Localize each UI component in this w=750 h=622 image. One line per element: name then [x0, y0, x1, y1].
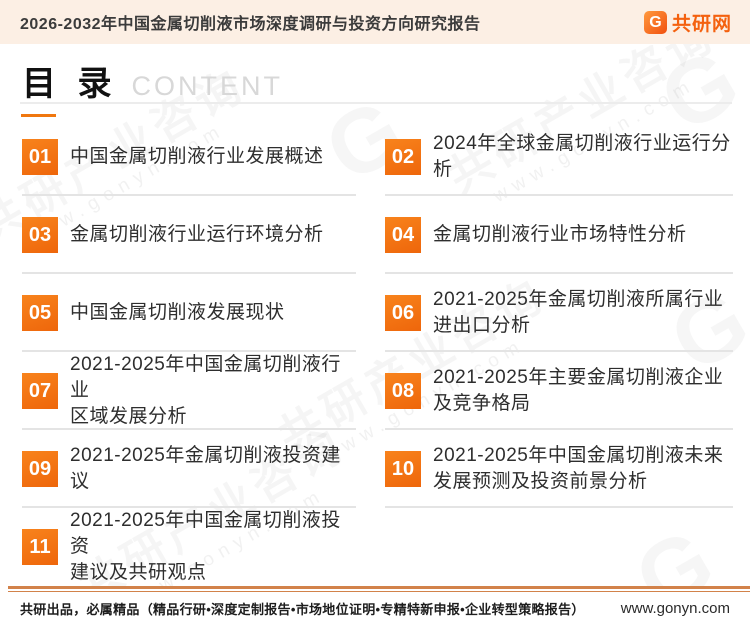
item-number-badge: 01: [22, 139, 58, 175]
toc-item-07[interactable]: 07 2021-2025年中国金属切削液行业 区域发展分析: [22, 352, 358, 430]
item-number-badge: 08: [385, 373, 421, 409]
toc-item-06[interactable]: 06 2021-2025年金属切削液所属行业 进出口分析: [385, 274, 735, 352]
toc-list: 01 中国金属切削液行业发展概述 02 2024年全球金属切削液行业运行分 析 …: [0, 118, 750, 586]
item-number-badge: 09: [22, 451, 58, 487]
item-number-badge: 02: [385, 139, 421, 175]
item-number-badge: 05: [22, 295, 58, 331]
item-label: 中国金属切削液行业发展概述: [70, 146, 324, 167]
item-label: 2021-2025年中国金属切削液未来 发展预测及投资前景分析: [433, 445, 724, 492]
item-label: 2021-2025年主要金属切削液企业 及竞争格局: [433, 367, 724, 414]
item-number-badge: 10: [385, 451, 421, 487]
footer-divider-thick: [8, 586, 750, 589]
gonyn-logo-text: 共研网: [671, 13, 732, 35]
heading-divider: [20, 102, 732, 104]
item-label: 2021-2025年金属切削液投资建议: [70, 445, 341, 492]
item-label: 中国金属切削液发展现状: [70, 302, 285, 323]
toc-item-10[interactable]: 10 2021-2025年中国金属切削液未来 发展预测及投资前景分析: [385, 430, 735, 508]
gonyn-logo[interactable]: G 共研网: [643, 9, 732, 36]
toc-item-03[interactable]: 03 金属切削液行业运行环境分析: [22, 196, 358, 274]
footer-divider-thin: [8, 591, 750, 592]
footer-website-url[interactable]: www.gonyn.com: [620, 600, 730, 617]
heading-accent-bar: [21, 114, 56, 117]
item-number-badge: 07: [22, 373, 58, 409]
item-label: 金属切削液行业市场特性分析: [433, 224, 687, 245]
page-footer: 共研出品，必属精品（精品行研•深度定制报告•市场地位证明•专精特新申报•企业转型…: [0, 586, 750, 622]
toc-item-04[interactable]: 04 金属切削液行业市场特性分析: [385, 196, 735, 274]
footer-slogan: 共研出品，必属精品（精品行研•深度定制报告•市场地位证明•专精特新申报•企业转型…: [20, 602, 585, 617]
toc-title-cn: 目 录: [22, 65, 118, 103]
gonyn-logo-icon: G: [643, 10, 667, 34]
item-number-badge: 03: [22, 217, 58, 253]
report-title: 2026-2032年中国金属切削液市场深度调研与投资方向研究报告: [20, 16, 481, 33]
toc-item-05[interactable]: 05 中国金属切削液发展现状: [22, 274, 358, 352]
toc-item-02[interactable]: 02 2024年全球金属切削液行业运行分 析: [385, 118, 735, 196]
item-number-badge: 04: [385, 217, 421, 253]
item-number-badge: 11: [22, 529, 58, 565]
toc-item-01[interactable]: 01 中国金属切削液行业发展概述: [22, 118, 358, 196]
item-label: 2021-2025年金属切削液所属行业 进出口分析: [433, 289, 724, 336]
item-number-badge: 06: [385, 295, 421, 331]
item-label: 2024年全球金属切削液行业运行分 析: [433, 133, 731, 180]
toc-item-09[interactable]: 09 2021-2025年金属切削液投资建议: [22, 430, 358, 508]
item-label: 2021-2025年中国金属切削液行业 区域发展分析: [70, 354, 341, 427]
page-header: 2026-2032年中国金属切削液市场深度调研与投资方向研究报告 G 共研网: [0, 0, 750, 44]
toc-item-08[interactable]: 08 2021-2025年主要金属切削液企业 及竞争格局: [385, 352, 735, 430]
toc-item-11[interactable]: 11 2021-2025年中国金属切削液投资 建议及共研观点: [22, 508, 358, 586]
item-label: 2021-2025年中国金属切削液投资 建议及共研观点: [70, 510, 341, 583]
item-label: 金属切削液行业运行环境分析: [70, 224, 324, 245]
toc-heading: 目 录 CONTENT: [0, 44, 750, 118]
toc-title-en: CONTENT: [131, 71, 283, 101]
